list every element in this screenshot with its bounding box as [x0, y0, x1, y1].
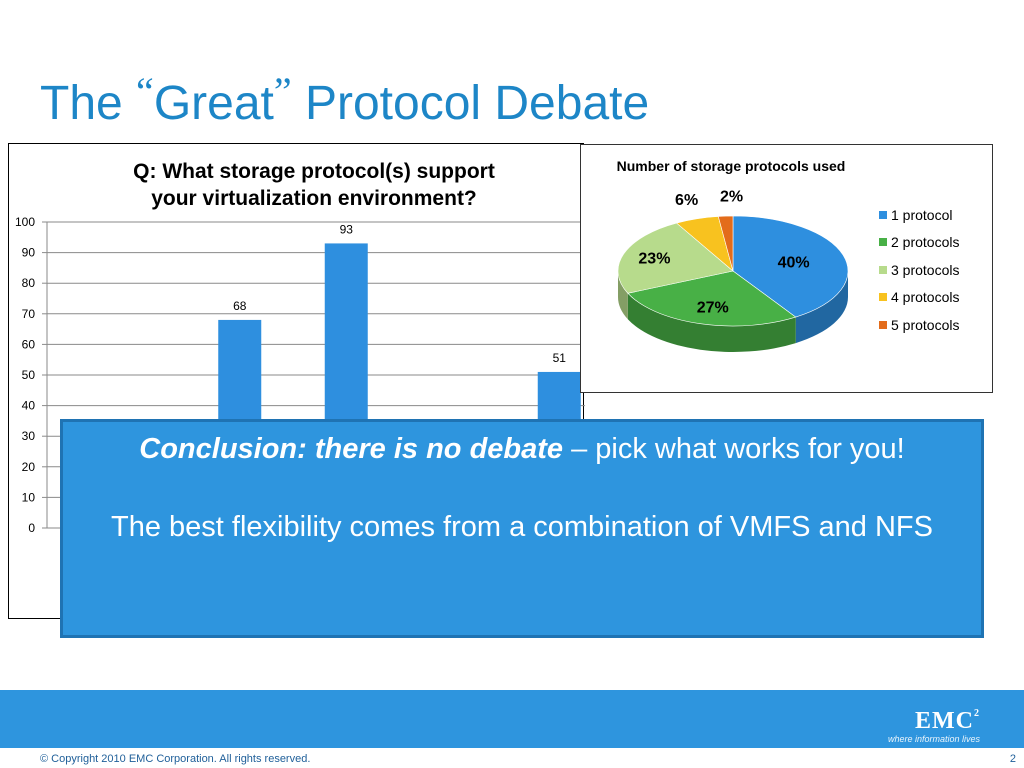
legend-label: 3 protocols [891, 261, 960, 278]
slide-title: The “Great” Protocol Debate [40, 68, 649, 131]
y-tick-label: 60 [22, 337, 36, 351]
y-tick-label: 100 [15, 215, 35, 229]
y-tick-label: 0 [28, 521, 35, 535]
legend-label: 5 protocols [891, 316, 960, 333]
bar-title-line1: Q: What storage protocol(s) support [133, 160, 495, 183]
pie-slice [627, 270, 797, 327]
logo-sup: 2 [974, 708, 980, 719]
legend-item: 1 protocol [879, 201, 959, 229]
bar-title-line2: your virtualization environment? [151, 187, 477, 210]
footer-band: EMC2 where information lives [0, 690, 1024, 748]
open-quote: “ [136, 69, 154, 114]
bar-data-label: 51 [553, 351, 567, 365]
conclusion-box: Conclusion: there is no debate – pick wh… [60, 419, 984, 638]
logo-tagline: where information lives [887, 734, 980, 744]
close-quote: ” [273, 69, 292, 114]
y-tick-label: 30 [22, 429, 36, 443]
legend-label: 1 protocol [891, 206, 953, 223]
title-pre: The [40, 77, 137, 130]
legend-item: 5 protocols [879, 311, 959, 339]
pie-value-label: 40% [778, 254, 810, 271]
pie-slice [617, 222, 734, 294]
legend-swatch [879, 238, 887, 247]
y-tick-label: 70 [22, 307, 36, 321]
pie-value-label: 27% [697, 300, 729, 317]
pie-slice-side [795, 271, 848, 344]
pie-chart-panel: Number of storage protocols used 40% 27% 2… [580, 144, 993, 393]
bar-chart-title: Q: What storage protocol(s) support your… [9, 158, 619, 212]
copyright-text: © Copyright 2010 EMC Corporation. All ri… [40, 753, 311, 765]
legend-swatch [879, 293, 887, 302]
pie-legend: 1 protocol 2 protocols 3 protocols 4 protoc… [879, 201, 959, 339]
conclusion-line2: The best flexibility comes from a combin… [111, 511, 933, 543]
pie-chart-title: Number of storage protocols used [616, 158, 846, 174]
title-word: Great [153, 77, 274, 130]
legend-label: 4 protocols [891, 289, 960, 306]
pie-value-label: 6% [675, 192, 698, 209]
y-tick-label: 80 [22, 276, 36, 290]
emc-logo: EMC2 where information lives [888, 702, 980, 745]
legend-item: 3 protocols [879, 256, 959, 284]
title-post: Protocol Debate [291, 77, 650, 130]
legend-swatch [879, 320, 887, 329]
conclusion-bold: Conclusion: there is no debate [139, 433, 564, 465]
legend-item: 4 protocols [879, 284, 959, 312]
legend-swatch [879, 265, 887, 274]
y-tick-label: 40 [22, 399, 36, 413]
legend-item: 2 protocols [879, 229, 959, 257]
pie-value-label: 2% [720, 189, 743, 206]
y-tick-label: 20 [22, 460, 36, 474]
conclusion-rest: – pick what works for you! [563, 433, 905, 465]
bar-data-label: 68 [233, 299, 247, 313]
y-tick-label: 90 [22, 246, 36, 260]
logo-text: EMC [915, 708, 974, 734]
y-tick-label: 10 [22, 490, 36, 504]
conclusion-line1: Conclusion: there is no debate – pick wh… [63, 432, 981, 466]
legend-swatch [879, 210, 887, 219]
pie-chart-svg: 40% 27% 23% 6% 2% [617, 189, 849, 352]
legend-label: 2 protocols [891, 234, 960, 251]
bar-data-label: 93 [340, 222, 354, 236]
y-tick-label: 50 [22, 368, 36, 382]
pie-value-label: 23% [638, 251, 670, 268]
pie-slice-side [627, 293, 796, 352]
pie-slice [717, 215, 734, 272]
page-number: 2 [1009, 753, 1016, 765]
